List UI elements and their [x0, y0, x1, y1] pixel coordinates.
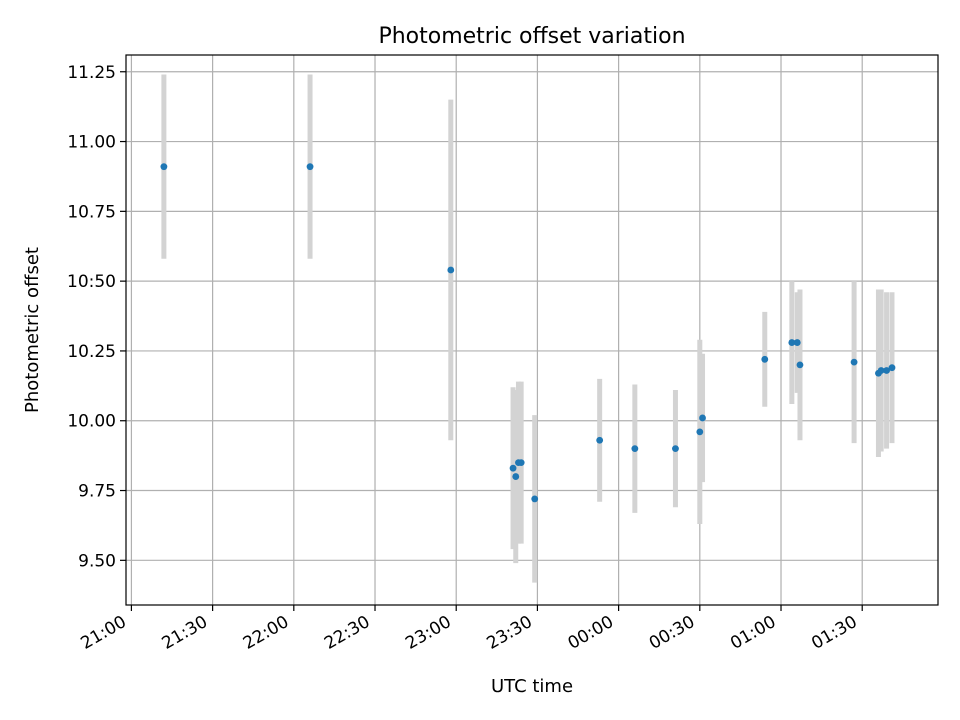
data-point	[699, 414, 706, 422]
y-tick-label: 10.00	[67, 412, 116, 432]
data-point	[447, 266, 455, 274]
data-point	[531, 495, 539, 503]
grid-lines	[126, 55, 938, 605]
x-tick-label: 01:30	[808, 612, 860, 654]
data-point	[788, 339, 796, 346]
y-tick-label: 9.75	[78, 482, 116, 502]
data-point	[793, 339, 801, 346]
data-point	[883, 367, 890, 374]
data-point	[888, 364, 896, 372]
x-tick-label: 00:30	[646, 612, 698, 654]
y-tick-label: 11.25	[67, 63, 116, 83]
data-point	[517, 459, 525, 467]
data-points	[160, 163, 896, 503]
data-point	[877, 367, 885, 374]
y-tick-label: 10.25	[67, 342, 116, 362]
data-point	[631, 445, 639, 453]
y-tick-label: 9.50	[78, 551, 116, 571]
data-point	[696, 428, 704, 436]
x-axis-label: UTC time	[491, 676, 573, 697]
error-bars	[161, 74, 895, 583]
data-point	[761, 355, 769, 363]
data-point	[512, 473, 520, 480]
x-tick-label: 21:30	[159, 612, 211, 654]
x-tick-label: 23:00	[402, 612, 454, 654]
y-axis-label: Photometric offset	[22, 247, 43, 413]
data-point	[672, 445, 679, 453]
y-tick-label: 10:50	[67, 272, 116, 292]
data-point	[509, 464, 517, 472]
x-tick-label: 21:00	[77, 612, 129, 654]
x-tick-label: 00:00	[565, 612, 617, 654]
x-axis-ticks: 21:00 21:30 22:00 22:30 23:00 23:30 00:00 00:30…	[77, 605, 863, 654]
x-tick-label: 22:00	[240, 612, 292, 654]
data-point	[596, 436, 604, 444]
chart-title: Photometric offset variation	[378, 24, 685, 49]
y-tick-label: 10.75	[67, 202, 116, 222]
y-axis-ticks: 9.50 9.75 10.00 10.25 10:50 10.75 11.00 11.25	[67, 63, 126, 571]
data-point	[160, 163, 168, 171]
x-tick-label: 23:30	[483, 612, 535, 654]
y-tick-label: 11.00	[67, 133, 116, 153]
x-tick-label: 22:30	[321, 612, 373, 654]
data-point	[850, 358, 858, 366]
data-point	[306, 163, 314, 171]
data-point	[796, 361, 804, 369]
plot-area	[125, 54, 939, 606]
x-tick-label: 01:00	[727, 612, 779, 654]
